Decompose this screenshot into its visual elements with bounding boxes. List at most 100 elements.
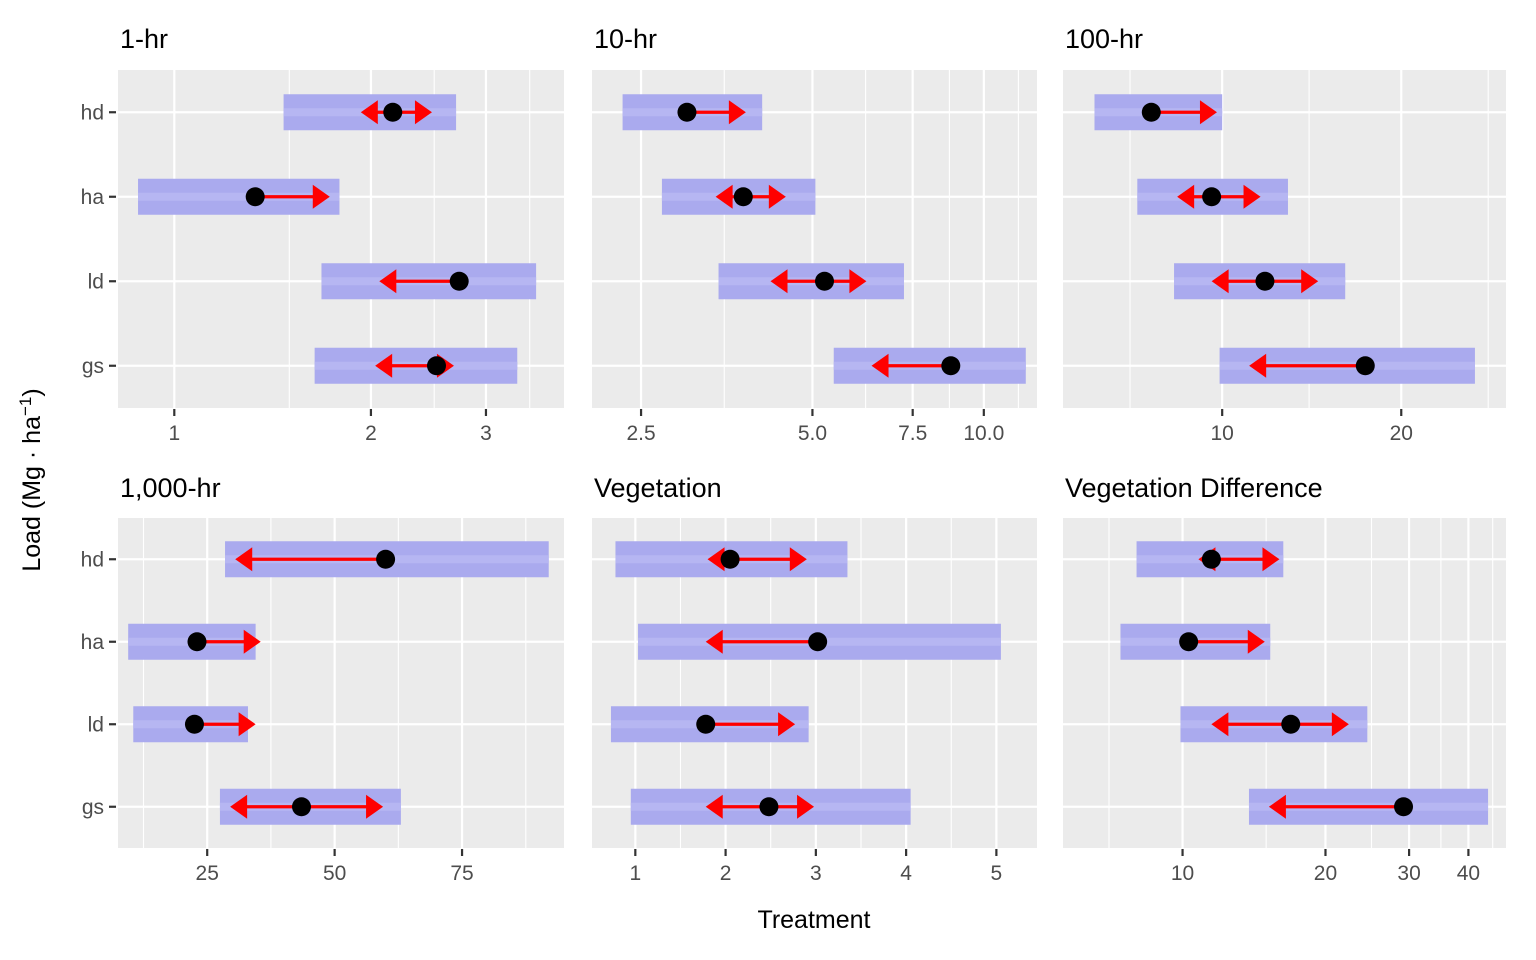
x-tick-label: 20 bbox=[1314, 862, 1337, 885]
estimate-point bbox=[808, 632, 828, 652]
interval-row-ha bbox=[1120, 623, 1271, 660]
arrow-head-left bbox=[871, 353, 889, 378]
arrow-head-left bbox=[230, 794, 248, 819]
interval-row-hd bbox=[615, 541, 848, 578]
x-tick-label: 50 bbox=[323, 862, 346, 885]
estimate-point bbox=[449, 271, 469, 291]
x-tick-label: 1 bbox=[629, 862, 641, 885]
y-axis-title-text: Load (Mg · ha−1) bbox=[16, 388, 46, 571]
interval-row-ha bbox=[138, 178, 340, 215]
facet-title: 1-hr bbox=[120, 24, 168, 54]
facet-title: 10-hr bbox=[594, 24, 657, 54]
estimate-point bbox=[1179, 632, 1199, 652]
arrow-head-right bbox=[797, 794, 815, 819]
estimate-point bbox=[1202, 187, 1222, 207]
facet-panel-vegetation: Vegetation 1 2 3 4 5 bbox=[592, 473, 1037, 885]
interval-row-ld bbox=[1180, 706, 1368, 743]
arrow-head-right bbox=[849, 269, 867, 294]
interval-row-hd bbox=[225, 541, 549, 578]
arrow-head-right bbox=[789, 547, 807, 572]
y-tick-label-ld: ld bbox=[88, 713, 104, 736]
estimate-point bbox=[733, 187, 753, 207]
interval-row-gs bbox=[219, 788, 401, 825]
arrow-head-left bbox=[1211, 269, 1229, 294]
arrow-head-left bbox=[1177, 184, 1195, 209]
y-tick-label-gs: gs bbox=[82, 796, 104, 819]
arrow-head-left bbox=[375, 353, 393, 378]
arrow-head-right bbox=[1301, 269, 1319, 294]
y-axis-title-superscript: −1 bbox=[16, 397, 35, 416]
estimate-point bbox=[696, 714, 716, 734]
interval-row-hd bbox=[1136, 541, 1284, 578]
estimate-point bbox=[187, 632, 207, 652]
estimate-point bbox=[1141, 102, 1161, 122]
estimate-point bbox=[720, 549, 740, 569]
arrow-head-left bbox=[379, 269, 397, 294]
interval-row-gs bbox=[1219, 347, 1475, 384]
facet-title: Vegetation Difference bbox=[1065, 473, 1323, 503]
arrow-head-right bbox=[366, 794, 384, 819]
facet-title: 1,000-hr bbox=[120, 473, 221, 503]
arrow-head-right bbox=[1331, 712, 1349, 737]
interval-row-gs bbox=[630, 788, 911, 825]
x-tick-label: 10 bbox=[1211, 422, 1234, 445]
interval-row-ld bbox=[718, 263, 904, 300]
arrow-head-right bbox=[1262, 547, 1280, 572]
interval-row-ld bbox=[610, 706, 809, 743]
interval-row-ld bbox=[133, 706, 256, 743]
facet-panel-100-hr: 100-hr 10 20 bbox=[1063, 24, 1506, 445]
arrow-head-right bbox=[1247, 629, 1265, 654]
x-tick-label: 30 bbox=[1397, 862, 1420, 885]
interval-row-ld bbox=[321, 263, 537, 300]
interval-row-ha bbox=[638, 623, 1001, 660]
estimate-point bbox=[1394, 797, 1414, 817]
estimate-point bbox=[677, 102, 697, 122]
y-tick-label-ld: ld bbox=[88, 270, 104, 293]
arrow-head-left bbox=[707, 547, 725, 572]
arrow-head-left bbox=[715, 184, 733, 209]
arrow-head-left bbox=[770, 269, 788, 294]
arrow-head-right bbox=[238, 712, 256, 737]
facet-title: Vegetation bbox=[594, 473, 722, 503]
y-axis-title: Load (Mg · ha−1) bbox=[16, 388, 46, 571]
interval-row-gs bbox=[1248, 788, 1489, 825]
x-tick-label: 1 bbox=[168, 422, 180, 445]
estimate-point bbox=[1281, 714, 1301, 734]
arrow-head-right bbox=[778, 712, 796, 737]
estimate-point bbox=[1255, 271, 1275, 291]
arrow-head-right bbox=[414, 100, 432, 125]
x-tick-label: 40 bbox=[1457, 862, 1480, 885]
x-tick-label: 7.5 bbox=[898, 422, 927, 445]
interval-row-hd bbox=[1094, 94, 1223, 131]
arrow-head-right bbox=[243, 629, 261, 654]
interval-row-ha bbox=[661, 178, 816, 215]
arrow-head-right bbox=[1199, 100, 1217, 125]
y-axis-title-close: ) bbox=[18, 388, 46, 396]
estimate-point bbox=[1355, 356, 1375, 376]
x-axis-title: Treatment bbox=[757, 906, 870, 934]
interval-row-ha bbox=[128, 623, 261, 660]
arrow-head-left bbox=[705, 794, 723, 819]
x-tick-label: 20 bbox=[1390, 422, 1413, 445]
interval-row-hd bbox=[283, 94, 457, 131]
estimate-point bbox=[426, 356, 446, 376]
y-tick-label-ha: ha bbox=[81, 186, 105, 209]
x-tick-label: 10 bbox=[1171, 862, 1194, 885]
interval-row-hd bbox=[622, 94, 763, 131]
x-tick-label: 25 bbox=[196, 862, 219, 885]
interval-row-ld bbox=[1174, 263, 1346, 300]
x-tick-label: 2 bbox=[365, 422, 377, 445]
arrow-head-left bbox=[1268, 794, 1286, 819]
x-tick-label: 5 bbox=[991, 862, 1003, 885]
estimate-point bbox=[245, 187, 265, 207]
arrow-head-right bbox=[768, 184, 786, 209]
arrow-head-left bbox=[1249, 353, 1267, 378]
arrow-head-right bbox=[728, 100, 746, 125]
x-tick-label: 2.5 bbox=[626, 422, 655, 445]
estimate-point bbox=[383, 102, 403, 122]
estimate-point bbox=[941, 356, 961, 376]
estimate-point bbox=[376, 549, 396, 569]
interval-row-ha bbox=[1137, 178, 1288, 215]
